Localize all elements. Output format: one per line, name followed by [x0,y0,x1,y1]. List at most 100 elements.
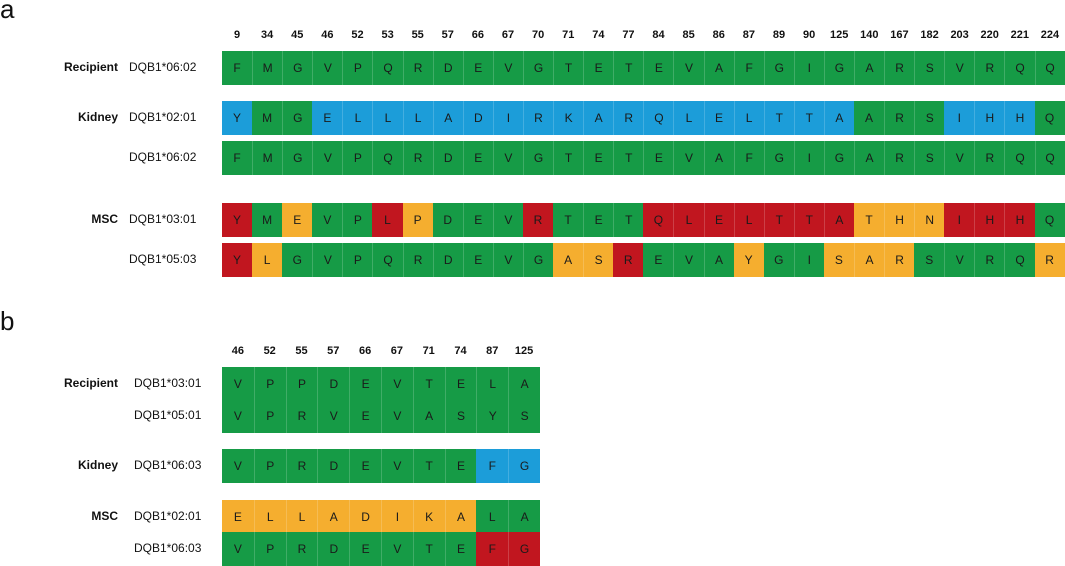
residue-cell: L [733,101,764,135]
allele-label: DQB1*02:01 [129,110,197,124]
residue-cell: V [380,532,413,566]
residue-cell: Y [476,399,509,433]
residue-cell: T [553,141,584,175]
residue-cell: G [522,141,554,175]
residue-cell: A [853,243,885,277]
residue-cell: M [252,141,283,175]
residue-cell: V [222,532,254,566]
residue-cell: R [613,101,644,135]
residue-cell: A [823,203,854,237]
position-label: 34 [261,29,274,41]
residue-cell: E [282,203,313,237]
residue-cell: Q [1004,141,1035,175]
residue-cell: V [673,243,704,277]
residue-cell: A [412,399,445,433]
residue-cell: Q [1034,51,1065,85]
position-label: 57 [327,345,340,357]
residue-cell: G [282,51,313,85]
residue-cell: A [703,141,734,175]
residue-cell: R [974,243,1005,277]
residue-cell: E [444,367,477,401]
residue-cell: P [253,449,286,483]
residue-cell: H [1004,203,1035,237]
panel-letter-b: b [0,306,15,336]
residue-cell: R [974,141,1005,175]
residue-cell: V [944,141,975,175]
allele-label: DQB1*05:03 [129,252,197,266]
residue-cell: N [914,203,945,237]
residue-cell: S [914,141,945,175]
position-label: 9 [233,29,241,41]
residue-cell: Q [643,203,674,237]
position-label: 57 [441,29,454,41]
residue-cell: T [412,367,445,401]
position-label: 55 [295,345,308,357]
position-label: 182 [920,29,939,41]
residue-cell: A [853,101,885,135]
residue-cell: E [349,367,381,401]
residue-cell: V [492,243,523,277]
residue-cell: I [380,500,413,534]
residue-cell: P [342,51,373,85]
residue-cell: Q [643,101,674,135]
residue-cell: E [462,203,493,237]
residue-cell: Q [372,243,403,277]
group-label-msc: MSC [91,509,118,523]
residue-cell: Q [372,51,403,85]
residue-cell: R [402,141,433,175]
position-label: 71 [562,29,575,41]
residue-cell: T [793,101,824,135]
residue-cell: E [444,449,477,483]
residue-cell: Q [1034,203,1065,237]
position-label: 70 [532,29,545,41]
allele-label: DQB1*03:01 [129,212,197,226]
residue-cell: A [703,51,734,85]
allele-label: DQB1*06:03 [134,458,202,472]
position-label: 52 [351,29,364,41]
residue-cell: H [974,101,1005,135]
residue-cell: Q [1034,101,1065,135]
position-label: 45 [291,29,304,41]
residue-cell: G [282,141,313,175]
position-label: 85 [682,29,695,41]
residue-cell: I [793,243,824,277]
residue-cell: V [222,399,254,433]
residue-cell: E [462,243,493,277]
residue-cell: R [522,203,554,237]
residue-cell: G [508,449,540,483]
residue-cell: A [823,101,854,135]
residue-cell: T [853,203,885,237]
group-label-msc: MSC [91,212,118,226]
residue-cell: R [613,243,644,277]
residue-cell: R [884,141,915,175]
residue-cell: P [253,399,286,433]
residue-cell: V [222,367,254,401]
residue-cell: S [823,243,854,277]
residue-cell: F [476,449,509,483]
residue-cell: R [402,243,433,277]
residue-cell: T [793,203,824,237]
residue-cell: L [476,367,509,401]
residue-cell: Q [1004,51,1035,85]
position-label: 46 [231,345,245,357]
position-label: 46 [321,29,334,41]
residue-cell: E [349,399,381,433]
residue-cell: R [285,449,318,483]
residue-cell: Y [222,203,253,237]
group-label-kidney: Kidney [77,458,118,472]
residue-cell: Y [222,243,253,277]
residue-cell: E [583,141,614,175]
residue-cell: H [1004,101,1035,135]
allele-label: DQB1*03:01 [134,376,202,390]
residue-cell: A [508,367,540,401]
residue-cell: V [312,51,343,85]
position-label: 74 [592,29,605,41]
position-label: 125 [830,29,849,41]
residue-cell: H [884,203,915,237]
residue-cell: Y [222,101,253,135]
position-label: 167 [890,29,909,41]
